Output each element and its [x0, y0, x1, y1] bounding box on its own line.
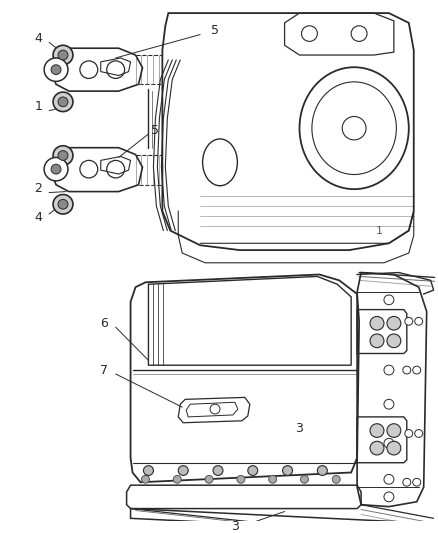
Circle shape [107, 61, 124, 78]
Circle shape [387, 334, 401, 348]
Circle shape [210, 404, 220, 414]
Circle shape [80, 160, 98, 178]
Circle shape [53, 195, 73, 214]
Text: 7: 7 [100, 364, 108, 377]
Circle shape [384, 399, 394, 409]
Circle shape [403, 366, 411, 374]
Circle shape [53, 146, 73, 165]
Circle shape [387, 441, 401, 455]
Text: 2: 2 [34, 182, 42, 195]
Text: 4: 4 [34, 212, 42, 224]
Text: 1: 1 [375, 225, 382, 236]
Circle shape [387, 424, 401, 438]
Circle shape [44, 157, 68, 181]
Circle shape [58, 199, 68, 209]
Circle shape [213, 466, 223, 475]
Circle shape [384, 295, 394, 305]
Circle shape [413, 478, 421, 486]
Circle shape [58, 97, 68, 107]
Circle shape [413, 366, 421, 374]
Circle shape [80, 61, 98, 78]
Text: 6: 6 [100, 317, 108, 330]
Ellipse shape [300, 67, 409, 189]
Circle shape [53, 92, 73, 111]
Circle shape [342, 117, 366, 140]
Circle shape [107, 160, 124, 178]
Circle shape [318, 466, 327, 475]
Ellipse shape [203, 139, 237, 185]
Circle shape [384, 365, 394, 375]
Circle shape [351, 26, 367, 42]
Circle shape [332, 475, 340, 483]
Circle shape [384, 492, 394, 502]
Text: 1: 1 [34, 100, 42, 113]
Circle shape [384, 474, 394, 484]
Circle shape [387, 317, 401, 330]
Circle shape [58, 151, 68, 160]
Circle shape [405, 318, 413, 325]
Circle shape [205, 475, 213, 483]
Circle shape [405, 430, 413, 438]
Circle shape [53, 45, 73, 65]
Circle shape [58, 50, 68, 60]
Text: 3: 3 [296, 422, 304, 435]
Circle shape [144, 466, 153, 475]
Circle shape [44, 58, 68, 82]
Text: 3: 3 [231, 520, 239, 532]
Circle shape [51, 65, 61, 75]
Circle shape [384, 438, 394, 448]
Circle shape [403, 478, 411, 486]
Circle shape [237, 475, 245, 483]
Circle shape [248, 466, 258, 475]
Circle shape [415, 430, 423, 438]
Circle shape [51, 164, 61, 174]
Circle shape [141, 475, 149, 483]
Circle shape [301, 26, 318, 42]
Circle shape [370, 334, 384, 348]
Text: 5: 5 [152, 124, 159, 136]
Text: 5: 5 [211, 24, 219, 37]
Circle shape [178, 466, 188, 475]
Circle shape [173, 475, 181, 483]
Circle shape [268, 475, 277, 483]
Text: 4: 4 [34, 32, 42, 45]
Circle shape [370, 317, 384, 330]
Ellipse shape [312, 82, 396, 174]
Circle shape [415, 318, 423, 325]
Circle shape [370, 424, 384, 438]
Circle shape [283, 466, 293, 475]
Circle shape [300, 475, 308, 483]
Circle shape [370, 441, 384, 455]
